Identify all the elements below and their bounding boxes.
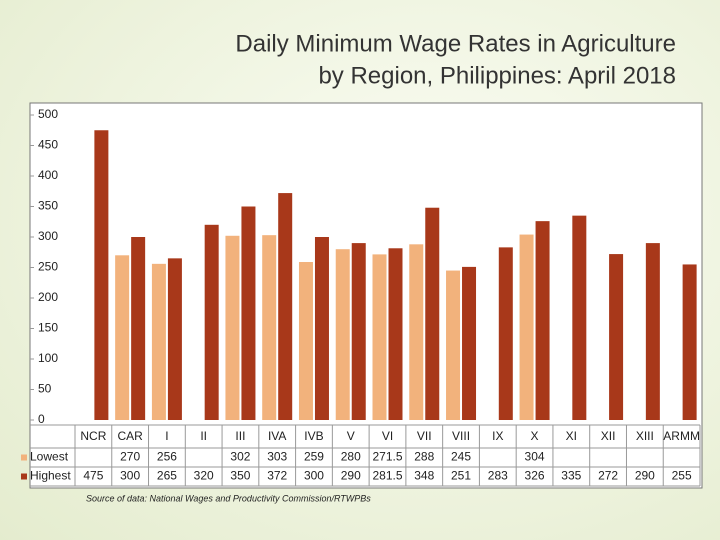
legend-label: Highest: [30, 469, 71, 483]
y-tick-label: 350: [38, 199, 58, 213]
bar: [225, 235, 240, 420]
x-tick-label: VII: [417, 429, 432, 443]
x-tick-label: XI: [566, 429, 577, 443]
y-tick-label: 200: [38, 290, 58, 304]
bar: [446, 270, 461, 420]
x-tick-label: VI: [382, 429, 393, 443]
y-tick-label: 450: [38, 138, 58, 152]
legend-swatch: [21, 454, 27, 461]
table-value: 320: [194, 469, 214, 483]
table-value: 350: [230, 469, 250, 483]
bar: [519, 234, 534, 420]
bar: [278, 193, 293, 420]
table-value: 280: [341, 450, 361, 464]
y-tick-label: 500: [38, 107, 58, 121]
x-tick-label: XIII: [636, 429, 654, 443]
table-value: 372: [267, 469, 287, 483]
bar: [94, 130, 109, 420]
table-value: 348: [414, 469, 434, 483]
x-tick-label: IVB: [304, 429, 323, 443]
legend-label: Lowest: [30, 450, 69, 464]
x-tick-label: VIII: [452, 429, 470, 443]
table-value: 303: [267, 450, 287, 464]
table-value: 272: [598, 469, 618, 483]
table-value: 245: [451, 450, 471, 464]
x-tick-label: III: [235, 429, 245, 443]
table-value: 475: [83, 469, 103, 483]
source-note: Source of data: National Wages and Produ…: [86, 493, 371, 503]
table-value: 304: [525, 450, 545, 464]
table-value: 270: [120, 450, 140, 464]
x-tick-label: X: [531, 429, 539, 443]
bar: [609, 254, 624, 420]
bar: [335, 249, 350, 420]
bar: [388, 248, 403, 420]
bar: [167, 258, 182, 420]
bar: [298, 262, 313, 420]
bar: [372, 254, 387, 420]
table-value: 326: [525, 469, 545, 483]
y-tick-label: 0: [38, 412, 45, 426]
table-value: 265: [157, 469, 177, 483]
bar: [151, 263, 166, 420]
table-value: 281.5: [372, 469, 402, 483]
bar: [241, 206, 256, 420]
x-tick-label: XII: [601, 429, 616, 443]
x-tick-label: IVA: [268, 429, 286, 443]
table-value: 256: [157, 450, 177, 464]
bar: [645, 243, 660, 420]
table-value: 335: [561, 469, 581, 483]
y-tick-label: 250: [38, 260, 58, 274]
bar: [462, 266, 477, 420]
x-tick-label: I: [165, 429, 168, 443]
table-value: 288: [414, 450, 434, 464]
bar: [682, 264, 697, 420]
bar: [115, 255, 130, 420]
x-tick-label: II: [200, 429, 207, 443]
table-value: 255: [672, 469, 692, 483]
table-value: 300: [120, 469, 140, 483]
chart-title: by Region, Philippines: April 2018: [318, 62, 676, 89]
bar: [409, 244, 424, 420]
table-value: 259: [304, 450, 324, 464]
x-tick-label: V: [347, 429, 355, 443]
legend-swatch: [21, 473, 27, 480]
x-tick-label: ARMM: [663, 429, 700, 443]
y-tick-label: 300: [38, 229, 58, 243]
y-tick-label: 150: [38, 321, 58, 335]
bar: [314, 237, 329, 420]
bar: [572, 215, 587, 420]
y-tick-label: 50: [38, 382, 52, 396]
y-tick-label: 100: [38, 351, 58, 365]
table-value: 300: [304, 469, 324, 483]
table-value: 271.5: [372, 450, 402, 464]
bar: [262, 235, 277, 420]
x-tick-label: IX: [492, 429, 503, 443]
bar: [535, 221, 550, 420]
bar: [204, 224, 219, 420]
table-value: 283: [488, 469, 508, 483]
x-tick-label: CAR: [117, 429, 143, 443]
table-value: 251: [451, 469, 471, 483]
bar: [425, 207, 440, 420]
table-value: 290: [635, 469, 655, 483]
bar: [131, 237, 146, 420]
y-tick-label: 400: [38, 168, 58, 182]
bar: [498, 247, 513, 420]
x-tick-label: NCR: [80, 429, 106, 443]
chart-title: Daily Minimum Wage Rates in Agriculture: [235, 30, 676, 57]
table-value: 290: [341, 469, 361, 483]
bar: [351, 243, 366, 420]
table-value: 302: [230, 450, 250, 464]
